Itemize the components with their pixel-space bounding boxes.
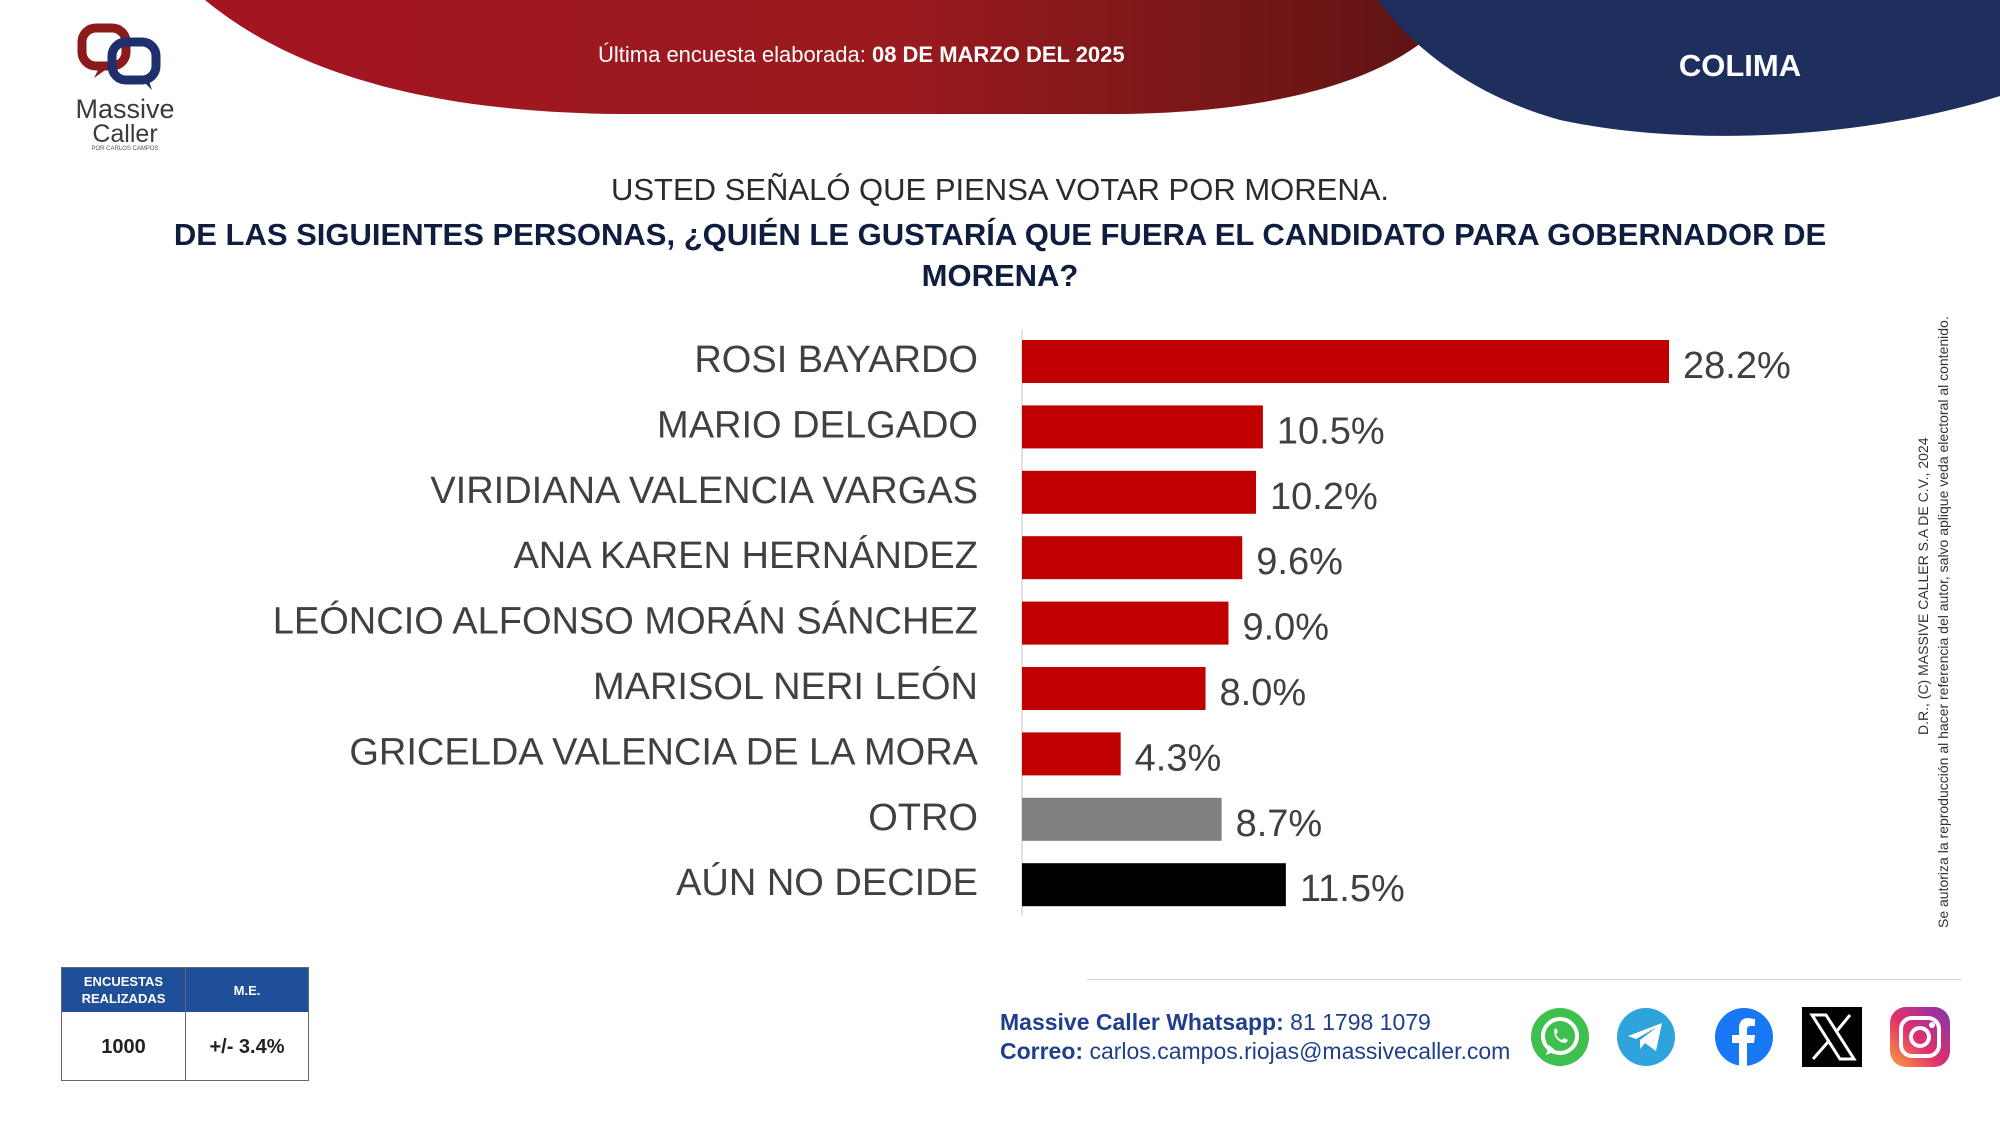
- stats-value-margin: +/- 3.4%: [209, 1035, 285, 1058]
- footer-divider: [1087, 979, 1962, 980]
- legal-note: D.R., (C) MASSIVE CALLER S.A DE C.V., 20…: [1915, 230, 1955, 930]
- data-label: 11.5%: [1300, 868, 1405, 910]
- bar: [1022, 732, 1121, 776]
- survey-date-line: Última encuesta elaborada: 08 DE MARZO D…: [598, 42, 1125, 68]
- category-label: AÚN NO DECIDE: [676, 861, 978, 904]
- whatsapp-label: Massive Caller Whatsapp:: [1000, 1009, 1284, 1035]
- question-title: DE LAS SIGUIENTES PERSONAS, ¿QUIÉN LE GU…: [173, 217, 1827, 293]
- stats-value-surveys: 1000: [101, 1035, 146, 1058]
- category-label: MARIO DELGADO: [657, 404, 978, 446]
- bar: [1022, 405, 1263, 449]
- bar: [1022, 470, 1257, 514]
- data-label: 9.6%: [1256, 541, 1343, 583]
- navy-header-band: [1378, 0, 2000, 136]
- data-label: 8.0%: [1220, 672, 1307, 714]
- bar: [1022, 340, 1669, 383]
- logo-tagline: POR CARLOS CAMPOS: [91, 146, 159, 152]
- whatsapp-number[interactable]: 81 1798 1079: [1290, 1009, 1431, 1035]
- survey-date-value: 08 DE MARZO DEL 2025: [871, 42, 1125, 67]
- email-line: Correo: carlos.campos.riojas@massivecall…: [1000, 1037, 1510, 1066]
- category-label: MARISOL NERI LEÓN: [593, 665, 978, 708]
- bar: [1022, 536, 1243, 580]
- question-intro: USTED SEÑALÓ QUE PIENSA VOTAR POR MORENA…: [610, 172, 1390, 207]
- data-label: 4.3%: [1135, 737, 1222, 779]
- data-label: 9.0%: [1242, 607, 1329, 649]
- x-icon[interactable]: [1800, 1005, 1864, 1069]
- telegram-icon[interactable]: [1614, 1005, 1678, 1069]
- category-label: ROSI BAYARDO: [694, 339, 978, 381]
- whatsapp-icon[interactable]: [1528, 1005, 1592, 1069]
- bar: [1022, 601, 1229, 645]
- facebook-icon[interactable]: [1712, 1005, 1776, 1069]
- category-label: GRICELDA VALENCIA DE LA MORA: [349, 731, 978, 773]
- email-label: Correo:: [1000, 1038, 1084, 1064]
- logo-icon: [77, 23, 161, 90]
- logo-name-2: Caller: [92, 120, 158, 148]
- stats-divider: [185, 968, 186, 1080]
- email-address[interactable]: carlos.campos.riojas@massivecaller.com: [1089, 1038, 1511, 1064]
- bar: [1022, 667, 1206, 710]
- logo-name: Massive: [75, 94, 175, 124]
- red-header-band: [205, 0, 1460, 114]
- data-label: 8.7%: [1236, 803, 1323, 845]
- legal-line-2: Se autoriza la reproducción al hacer ref…: [1935, 316, 1951, 928]
- stats-header-margin: M.E.: [186, 968, 308, 1012]
- category-label: VIRIDIANA VALENCIA VARGAS: [430, 470, 978, 512]
- bar: [1022, 863, 1286, 907]
- category-label: OTRO: [868, 797, 978, 839]
- bar: [1022, 797, 1222, 841]
- whatsapp-line: Massive Caller Whatsapp: 81 1798 1079: [1000, 1008, 1510, 1037]
- massive-caller-logo: Massive Caller POR CARLOS CAMPOS: [60, 22, 190, 162]
- data-label: 10.2%: [1270, 476, 1378, 518]
- survey-stats-table: ENCUESTAS REALIZADAS M.E. 1000 +/- 3.4%: [61, 967, 309, 1081]
- instagram-icon[interactable]: [1888, 1005, 1952, 1069]
- category-label: LEÓNCIO ALFONSO MORÁN SÁNCHEZ: [273, 600, 978, 643]
- data-label: 10.5%: [1277, 410, 1385, 452]
- category-label: ANA KAREN HERNÁNDEZ: [513, 534, 978, 577]
- data-label: 28.2%: [1683, 345, 1791, 387]
- legal-line-1: D.R., (C) MASSIVE CALLER S.A DE C.V., 20…: [1915, 437, 1931, 735]
- contact-info: Massive Caller Whatsapp: 81 1798 1079 Co…: [1000, 1008, 1510, 1066]
- survey-date-label: Última encuesta elaborada:: [598, 42, 866, 67]
- region-label: COLIMA: [1678, 48, 1802, 83]
- stats-header-surveys: ENCUESTAS REALIZADAS: [62, 968, 185, 1012]
